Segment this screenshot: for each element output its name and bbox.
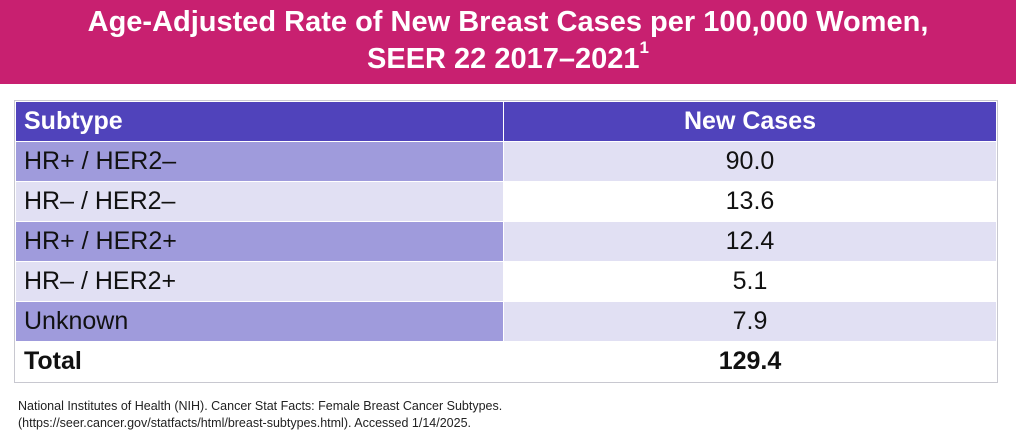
subtype-cell: HR+ / HER2+ [15, 221, 504, 262]
title-line-1: Age-Adjusted Rate of New Breast Cases pe… [87, 6, 929, 38]
subtype-cell: Unknown [15, 301, 504, 342]
subtype-cell: HR+ / HER2– [15, 141, 504, 182]
source-footnote: National Institutes of Health (NIH). Can… [18, 398, 502, 432]
table-row: HR+ / HER2– 90.0 [15, 141, 997, 182]
table-row: HR– / HER2– 13.6 [15, 181, 997, 222]
subtype-table: Subtype New Cases HR+ / HER2– 90.0 HR– /… [14, 100, 998, 383]
table-header-row: Subtype New Cases [15, 101, 997, 142]
title-line-2: SEER 22 2017–20211 [0, 38, 1016, 78]
column-header-new-cases: New Cases [503, 101, 997, 142]
new-cases-cell: 13.6 [503, 181, 997, 222]
footnote-line-2: (https://seer.cancer.gov/statfacts/html/… [18, 416, 472, 430]
new-cases-cell: 12.4 [503, 221, 997, 262]
title-line-2-text: SEER 22 2017–2021 [367, 43, 640, 75]
total-row: Total 129.4 [15, 341, 997, 382]
new-cases-cell: 7.9 [503, 301, 997, 342]
subtype-cell: HR– / HER2– [15, 181, 504, 222]
column-header-subtype: Subtype [15, 101, 504, 142]
footnote-line-1: National Institutes of Health (NIH). Can… [18, 399, 503, 413]
table-row: HR– / HER2+ 5.1 [15, 261, 997, 302]
total-value: 129.4 [503, 341, 997, 382]
footnote-marker: 1 [639, 38, 649, 57]
subtype-cell: HR– / HER2+ [15, 261, 504, 302]
new-cases-cell: 90.0 [503, 141, 997, 182]
new-cases-cell: 5.1 [503, 261, 997, 302]
title-banner: Age-Adjusted Rate of New Breast Cases pe… [0, 0, 1016, 84]
total-label: Total [15, 341, 504, 382]
table-row: HR+ / HER2+ 12.4 [15, 221, 997, 262]
table-row: Unknown 7.9 [15, 301, 997, 342]
